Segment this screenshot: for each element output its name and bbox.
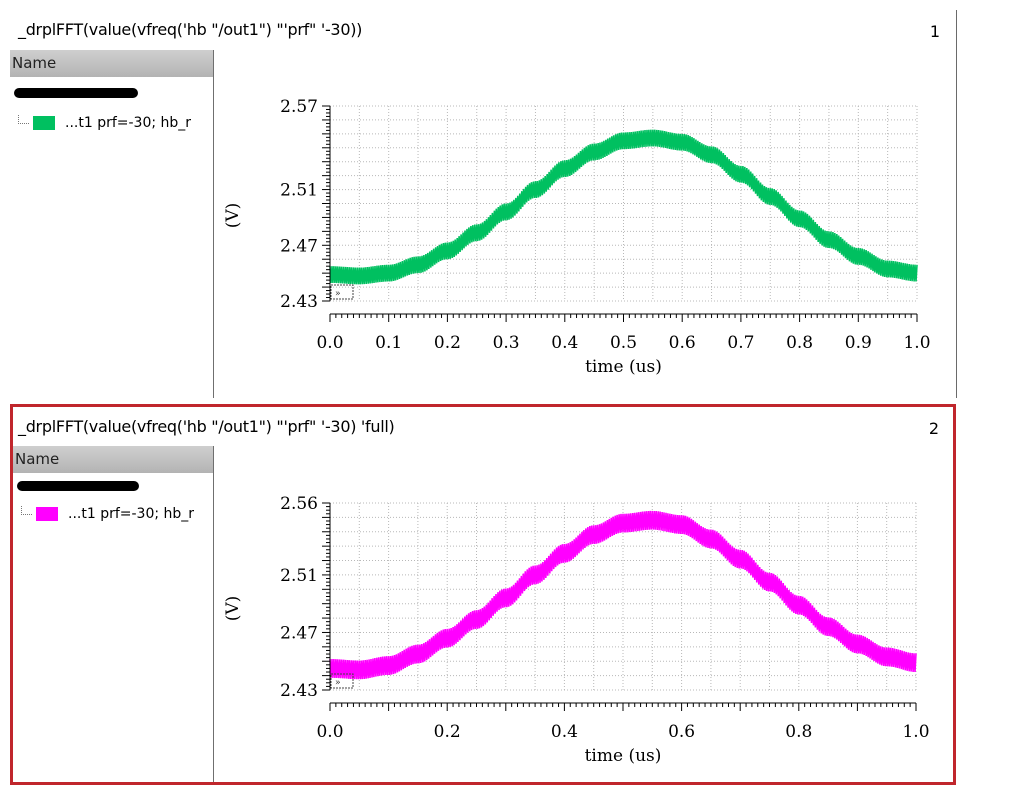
marker-box bbox=[330, 673, 354, 689]
redacted-group-label bbox=[14, 88, 138, 98]
panel-title: _drplFFT(value(vfreq('hb "/out1") "'prf"… bbox=[18, 20, 363, 39]
subwindow-2[interactable]: _drplFFT(value(vfreq('hb "/out1") "'prf"… bbox=[10, 404, 956, 785]
x-tick-label: 0.8 bbox=[786, 333, 813, 353]
panel-number: 2 bbox=[928, 419, 939, 438]
x-tick-label: 0.8 bbox=[785, 722, 812, 742]
chart-2[interactable]: » 2.56 2.51 2.47 2.43 0.0 0.2 0.4 0.6 0.8 1.0 time … bbox=[13, 407, 953, 782]
plot-area: » 2.57 2.51 2.47 2.43 0.0 0.1 0.2 0.3 0.4 0.5 0.6 0.… bbox=[223, 97, 931, 377]
plot-area: » 2.56 2.51 2.47 2.43 0.0 0.2 0.4 0.6 0.8 1.0 time … bbox=[223, 494, 930, 766]
y-axis-label: (V) bbox=[223, 203, 243, 229]
y-tick-label: 2.47 bbox=[280, 623, 318, 643]
redacted-group-label bbox=[17, 481, 139, 491]
x-tick-label: 1.0 bbox=[903, 333, 930, 353]
x-tick-label: 0.0 bbox=[316, 333, 343, 353]
y-tick-label: 2.51 bbox=[280, 566, 318, 586]
legend-header[interactable]: Name bbox=[10, 50, 213, 77]
trace-color-swatch bbox=[36, 507, 58, 521]
x-axis-label: time (us) bbox=[585, 357, 662, 377]
trace-label: ...t1 prf=-30; hb_r bbox=[68, 506, 195, 522]
trace-waveform bbox=[329, 129, 918, 285]
x-tick-label: 0.4 bbox=[551, 722, 578, 742]
x-tick-label: 0.0 bbox=[316, 722, 343, 742]
legend-header[interactable]: Name bbox=[13, 446, 213, 473]
y-tick-label: 2.47 bbox=[280, 236, 318, 256]
x-tick-label: 0.6 bbox=[669, 333, 696, 353]
panel-title: _drplFFT(value(vfreq('hb "/out1") "'prf"… bbox=[18, 417, 395, 436]
legend-trace-item[interactable]: ...t1 prf=-30; hb_r bbox=[21, 505, 194, 523]
y-tick-label: 2.51 bbox=[280, 181, 318, 201]
y-tick-label: 2.57 bbox=[280, 97, 318, 117]
x-tick-label: 0.5 bbox=[610, 333, 637, 353]
marker-label: » bbox=[335, 678, 341, 688]
panel-number: 1 bbox=[929, 22, 940, 41]
x-tick-label: 0.9 bbox=[845, 333, 872, 353]
x-tick-label: 0.4 bbox=[551, 333, 578, 353]
marker-label: » bbox=[335, 289, 341, 299]
legend-trace-item[interactable]: ...t1 prf=-30; hb_r bbox=[18, 114, 191, 132]
y-tick-label: 2.43 bbox=[280, 681, 318, 701]
y-tick-label: 2.56 bbox=[280, 494, 318, 514]
trace-color-swatch bbox=[33, 116, 55, 130]
x-tick-label: 0.7 bbox=[727, 333, 754, 353]
x-tick-label: 0.3 bbox=[493, 333, 520, 353]
x-tick-label: 0.2 bbox=[434, 722, 461, 742]
x-tick-label: 0.6 bbox=[668, 722, 695, 742]
y-tick-label: 2.43 bbox=[280, 292, 318, 312]
x-axis-label: time (us) bbox=[585, 746, 662, 766]
trace-legend: Name ...t1 prf=-30; hb_r bbox=[13, 446, 214, 782]
subwindow-1[interactable]: _drplFFT(value(vfreq('hb "/out1") "'prf"… bbox=[10, 10, 957, 398]
x-tick-label: 0.1 bbox=[375, 333, 402, 353]
tree-connector bbox=[21, 505, 32, 515]
y-axis-label: (V) bbox=[223, 596, 243, 622]
chart-1[interactable]: » 2.57 2.51 2.47 2.43 0.0 0.1 0.2 0.3 0.4 0.5 0.6 0.… bbox=[10, 10, 957, 398]
marker-box bbox=[330, 284, 354, 300]
trace-label: ...t1 prf=-30; hb_r bbox=[65, 115, 192, 131]
x-tick-label: 0.2 bbox=[434, 333, 461, 353]
tree-connector bbox=[18, 114, 29, 124]
trace-legend: Name ...t1 prf=-30; hb_r bbox=[10, 50, 214, 398]
trace-waveform bbox=[329, 510, 917, 680]
x-tick-label: 1.0 bbox=[902, 722, 929, 742]
